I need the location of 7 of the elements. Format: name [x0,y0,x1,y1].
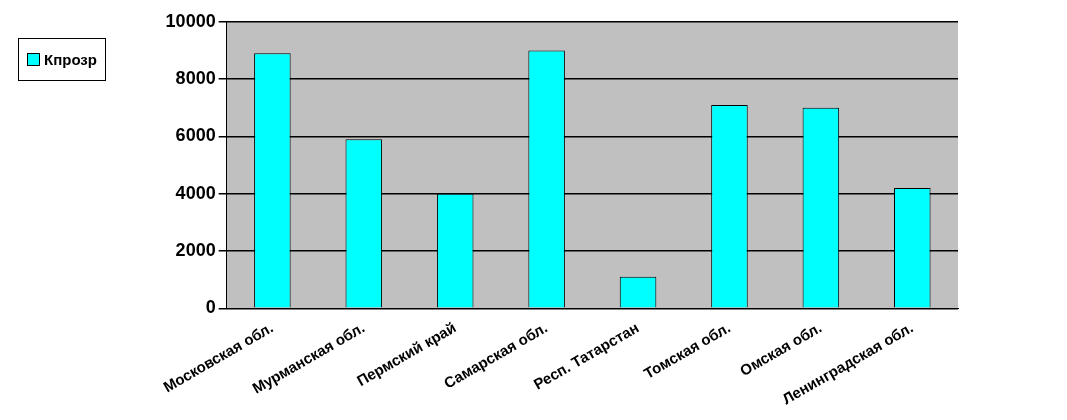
y-tick-label: 4000 [175,182,216,203]
y-tick-label: 10000 [165,10,216,31]
y-tick-label: 0 [205,297,216,318]
y-tick-label: 8000 [175,68,216,89]
y-tick-label: 2000 [175,240,216,260]
y-tick-label: 6000 [175,125,216,146]
legend-label: Кпрозр [44,51,97,68]
